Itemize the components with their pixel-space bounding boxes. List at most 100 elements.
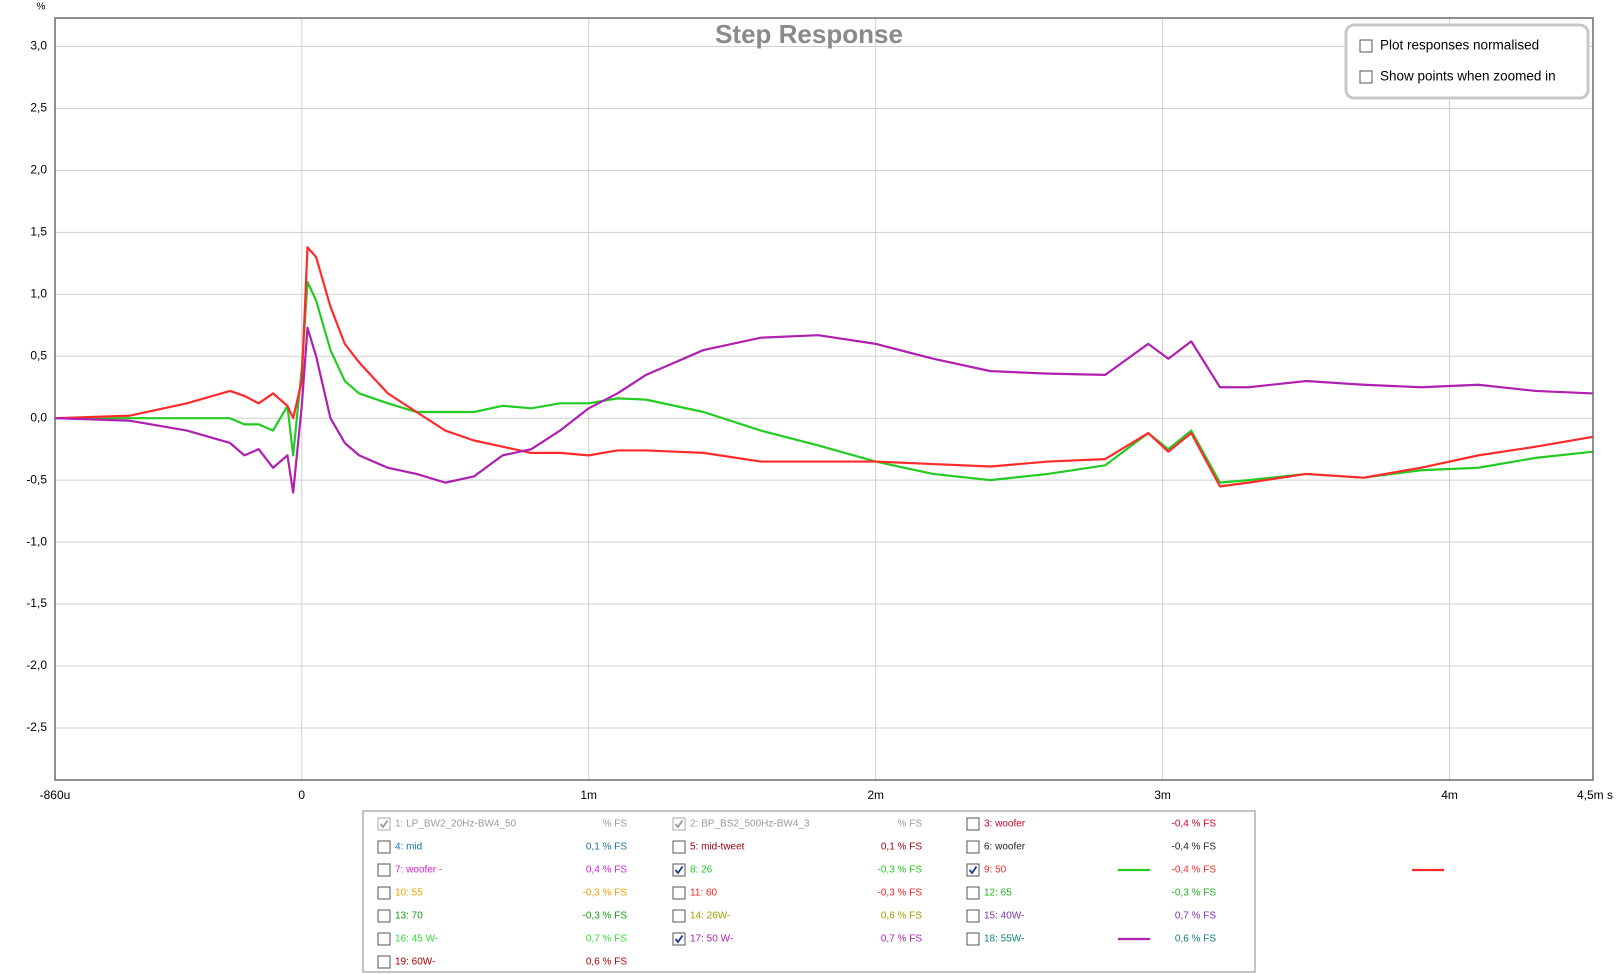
option-checkbox[interactable] [1359,39,1373,53]
x-tick-label: -860u [40,788,71,802]
legend-checkbox[interactable] [377,863,391,877]
legend-label: 6: woofer [984,842,1026,853]
y-tick-label: 1,5 [30,225,47,239]
chart-title: Step Response [715,19,903,49]
checkbox-box[interactable] [377,955,391,969]
controls: Plot responses normalised Show points whe… [1359,38,1556,84]
legend-checkbox[interactable] [966,932,980,946]
legend-label: 11: 60 [690,888,717,899]
legend-checkbox[interactable] [377,886,391,900]
series-line [54,326,1594,494]
legend-label: 17: 50 W- [690,934,733,945]
legend: 1: LP_BW2_20Hz-BW4_50% FS 2: BP_BS2_500Hz… [377,817,1444,969]
checkbox-check [379,819,389,829]
y-tick-label: -1,0 [26,534,47,548]
checkbox-box[interactable] [377,840,391,854]
legend-label: 4: mid [395,842,422,853]
y-tick-label: -1,5 [26,596,47,610]
series-line [55,280,1594,484]
y-tick-label: 0,0 [30,410,47,424]
checkbox-box[interactable] [672,909,686,923]
y-tick-label: -2,0 [26,658,47,672]
checkbox-box[interactable] [377,932,391,946]
y-tick-label: 2,0 [30,163,47,177]
legend-reading: -0,3 % FS [583,888,628,899]
legend-item: 16: 45 W- 0,7 % FS [377,932,627,946]
legend-checkbox[interactable] [377,909,391,923]
legend-reading: 0,1 % FS [586,842,627,853]
legend-label: 15: 40W- [984,911,1024,922]
legend-checkbox[interactable] [377,955,391,969]
legend-checkbox[interactable] [672,909,686,923]
option-label[interactable]: Show points when zoomed in [1380,69,1556,84]
legend-label: 13: 70 [395,911,423,922]
legend-reading: % FS [603,819,628,830]
checkbox-box[interactable] [966,886,980,900]
checkbox-check[interactable] [968,865,978,875]
legend-checkbox[interactable] [672,932,686,946]
legend-label: 9: 50 [984,865,1007,876]
checkbox-box[interactable] [966,932,980,946]
legend-reading: -0,3 % FS [878,888,923,899]
checkbox-box[interactable] [966,840,980,854]
legend-item: 8: 26 -0,3 % FS [672,863,1150,877]
legend-item: 10: 55 -0,3 % FS [377,886,628,900]
legend-reading: -0,4 % FS [1172,865,1217,876]
legend-item: 9: 50 -0,4 % FS [966,863,1444,877]
legend-checkbox[interactable] [377,932,391,946]
legend-label: 10: 55 [395,888,423,899]
x-tick-label: 2m [867,788,884,802]
legend-checkbox[interactable] [672,840,686,854]
legend-reading: 0,7 % FS [881,934,922,945]
legend-label: 3: woofer [984,819,1026,830]
legend-reading: 0,6 % FS [881,911,922,922]
checkbox-box[interactable] [966,817,980,831]
checkbox-box[interactable] [377,886,391,900]
legend-checkbox[interactable] [966,863,980,877]
checkbox-box[interactable] [672,886,686,900]
legend-item: 5: mid-tweet 0,1 % FS [672,840,922,854]
legend-reading: 0,7 % FS [1175,911,1216,922]
legend-checkbox[interactable] [672,863,686,877]
legend-item: 13: 70 -0,3 % FS [377,909,627,923]
legend-checkbox[interactable] [966,817,980,831]
x-tick-label: 4,5m s [1577,788,1613,802]
options-panel [1344,23,1590,100]
checkbox-box[interactable] [672,840,686,854]
checkbox-check[interactable] [674,934,684,944]
legend-checkbox[interactable] [966,840,980,854]
legend-item: 2: BP_BS2_500Hz-BW4_3 % FS [672,817,923,831]
legend-item: 11: 60 -0,3 % FS [672,886,923,900]
checkbox-check[interactable] [674,865,684,875]
legend-panel [362,810,1256,973]
legend-reading: 0,6 % FS [1175,934,1216,945]
legend-reading: 0,7 % FS [586,934,627,945]
legend-item: 12: 65 -0,3 % FS [966,886,1216,900]
x-tick-label: 4m [1441,788,1458,802]
option-checkbox[interactable] [1359,70,1373,84]
y-tick-label: 2,5 [30,101,47,115]
legend-reading: % FS [898,819,923,830]
legend-checkbox [377,817,391,831]
legend-checkbox[interactable] [377,840,391,854]
checkbox-box[interactable] [377,863,391,877]
legend-item: 15: 40W- 0,7 % FS [966,909,1216,923]
checkbox-box[interactable] [966,909,980,923]
checkbox-box[interactable] [1359,70,1373,84]
legend-item: 6: woofer -0,4 % FS [966,840,1216,854]
legend-label: 16: 45 W- [395,934,438,945]
legend-reading: -0,3 % FS [878,865,923,876]
legend-item: 4: mid 0,1 % FS [377,840,627,854]
legend-checkbox[interactable] [966,909,980,923]
checkbox-box[interactable] [1359,39,1373,53]
legend-item: 18: 55W- 0,6 % FS [966,932,1216,946]
legend-reading: -0,4 % FS [1172,819,1217,830]
legend-item: 3: woofer -0,4 % FS [966,817,1217,831]
checkbox-box[interactable] [377,909,391,923]
legend-checkbox[interactable] [966,886,980,900]
legend-label: 18: 55W- [984,934,1024,945]
legend-label: 12: 65 [984,888,1012,899]
legend-reading: 0,1 % FS [881,842,922,853]
option-label[interactable]: Plot responses normalised [1380,38,1539,53]
legend-checkbox[interactable] [672,886,686,900]
